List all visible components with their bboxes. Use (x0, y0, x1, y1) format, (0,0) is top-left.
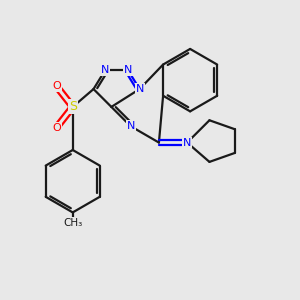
Text: N: N (124, 65, 132, 75)
Text: S: S (69, 100, 77, 113)
Text: CH₃: CH₃ (63, 218, 82, 228)
Text: O: O (52, 123, 61, 133)
Text: O: O (52, 81, 61, 91)
Text: N: N (127, 121, 135, 131)
Text: N: N (101, 65, 110, 75)
Text: N: N (135, 84, 144, 94)
Text: N: N (183, 138, 191, 148)
